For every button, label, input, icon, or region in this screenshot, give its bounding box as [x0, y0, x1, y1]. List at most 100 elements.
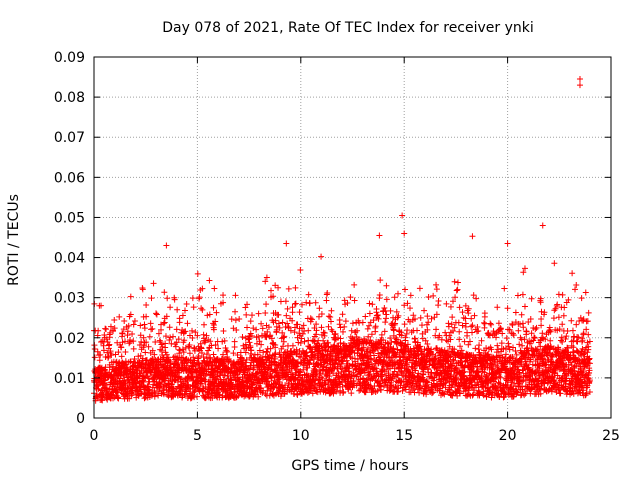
data-point: [471, 387, 478, 394]
data-point: [521, 303, 528, 310]
data-point: [488, 321, 495, 328]
data-point: [447, 353, 454, 360]
data-point: [586, 338, 593, 345]
data-point: [143, 313, 150, 320]
data-point: [543, 361, 550, 368]
data-point: [585, 331, 592, 338]
data-point: [194, 332, 201, 339]
data-point: [166, 336, 173, 343]
data-point: [446, 332, 453, 339]
data-point: [287, 327, 294, 334]
data-point: [569, 327, 576, 334]
data-point: [586, 388, 593, 395]
data-point: [502, 351, 509, 358]
data-point: [127, 358, 134, 365]
data-point: [110, 363, 117, 370]
data-point: [206, 311, 213, 318]
data-point: [494, 304, 501, 311]
data-point: [393, 351, 400, 358]
data-point: [162, 340, 169, 347]
data-point: [481, 363, 488, 370]
data-point: [581, 350, 588, 357]
data-point: [382, 319, 389, 326]
data-point: [424, 326, 431, 333]
data-point: [348, 390, 355, 397]
data-point: [173, 326, 180, 333]
data-point: [351, 349, 358, 356]
data-point: [174, 306, 181, 313]
data-point: [256, 338, 263, 345]
data-point: [143, 339, 150, 346]
data-point: [163, 313, 170, 320]
data-point: [296, 309, 303, 316]
data-point: [289, 317, 296, 324]
data-point: [468, 315, 475, 322]
data-point: [366, 361, 373, 368]
data-point: [254, 351, 261, 358]
data-point: [313, 373, 320, 380]
data-point: [378, 386, 385, 393]
data-point: [126, 395, 133, 402]
chart-title: Day 078 of 2021, Rate Of TEC Index for r…: [162, 20, 534, 36]
data-point: [248, 312, 255, 319]
data-point: [455, 387, 462, 394]
data-point: [380, 382, 387, 389]
data-point: [519, 367, 526, 374]
data-point: [102, 326, 109, 333]
data-point: [402, 337, 409, 344]
data-point: [391, 294, 398, 301]
data-point: [256, 347, 263, 354]
data-point: [386, 353, 393, 360]
data-point: [155, 365, 162, 372]
data-point: [142, 349, 149, 356]
data-point: [456, 328, 463, 335]
data-point: [462, 320, 469, 327]
data-point: [129, 331, 136, 338]
data-point: [351, 281, 358, 288]
data-point: [248, 347, 255, 354]
data-point: [538, 322, 545, 329]
data-point: [412, 367, 419, 374]
data-point: [124, 328, 131, 335]
data-point: [456, 336, 463, 343]
data-point: [469, 322, 476, 329]
data-point: [108, 352, 115, 359]
data-point: [212, 318, 219, 325]
data-point: [111, 316, 118, 323]
tick-labels: 00.010.020.030.040.050.060.070.080.090 5 1…: [54, 50, 620, 444]
data-point: [506, 358, 513, 365]
data-point: [292, 324, 299, 331]
data-point: [414, 327, 421, 334]
data-point: [118, 353, 125, 360]
data-point: [496, 373, 503, 380]
data-point: [547, 328, 554, 335]
data-point: [294, 321, 301, 328]
data-point: [575, 334, 582, 341]
data-point: [383, 282, 390, 289]
data-point: [297, 267, 304, 274]
x-tick-label: 25: [602, 428, 620, 444]
data-point: [487, 320, 494, 327]
data-point: [341, 323, 348, 330]
data-point: [332, 330, 339, 337]
data-point: [265, 324, 272, 331]
data-point: [501, 285, 508, 292]
data-point: [155, 392, 162, 399]
data-point: [366, 310, 373, 317]
data-point: [167, 358, 174, 365]
data-point: [316, 305, 323, 312]
data-point: [472, 345, 479, 352]
data-point: [468, 323, 475, 330]
data-point: [394, 290, 401, 297]
data-point: [212, 341, 219, 348]
data-point: [391, 388, 398, 395]
data-point: [469, 233, 476, 240]
data-point: [388, 321, 395, 328]
data-point: [163, 351, 170, 358]
data-point: [121, 318, 128, 325]
data-point: [292, 284, 299, 291]
data-point: [247, 330, 254, 337]
data-point: [160, 320, 167, 327]
data-point: [208, 342, 215, 349]
data-point: [312, 381, 319, 388]
